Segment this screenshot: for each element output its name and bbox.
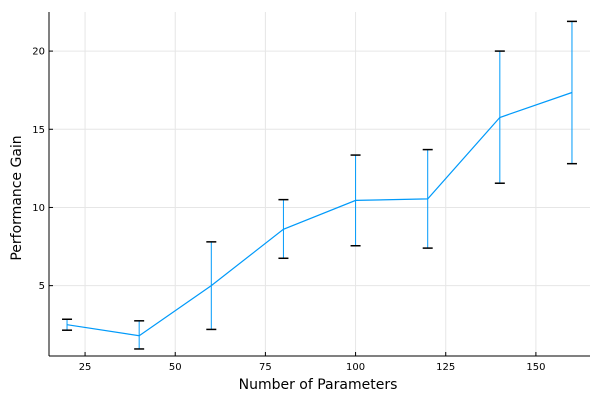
x-tick-label: 25 — [79, 362, 92, 373]
y-tick-label: 20 — [32, 47, 45, 58]
x-tick-label: 150 — [526, 362, 545, 373]
y-axis-title: Performance Gain — [9, 135, 25, 260]
x-tick-label: 125 — [436, 362, 455, 373]
error-bars — [62, 20, 577, 350]
y-tick-label: 5 — [39, 281, 45, 292]
y-tick-labels: 5 10 15 20 — [32, 47, 45, 293]
y-tick-label: 15 — [32, 125, 45, 136]
x-tick-label: 50 — [169, 362, 182, 373]
series-layer — [66, 91, 573, 337]
grid-lines — [49, 12, 590, 356]
x-axis-title: Number of Parameters — [239, 377, 398, 393]
x-tick-label: 100 — [346, 362, 365, 373]
y-tick-label: 10 — [32, 203, 45, 214]
series-line — [66, 91, 573, 337]
axes — [48, 12, 590, 357]
x-tick-label: 75 — [259, 362, 272, 373]
x-tick-labels: 25 50 75 100 125 150 — [79, 362, 546, 373]
